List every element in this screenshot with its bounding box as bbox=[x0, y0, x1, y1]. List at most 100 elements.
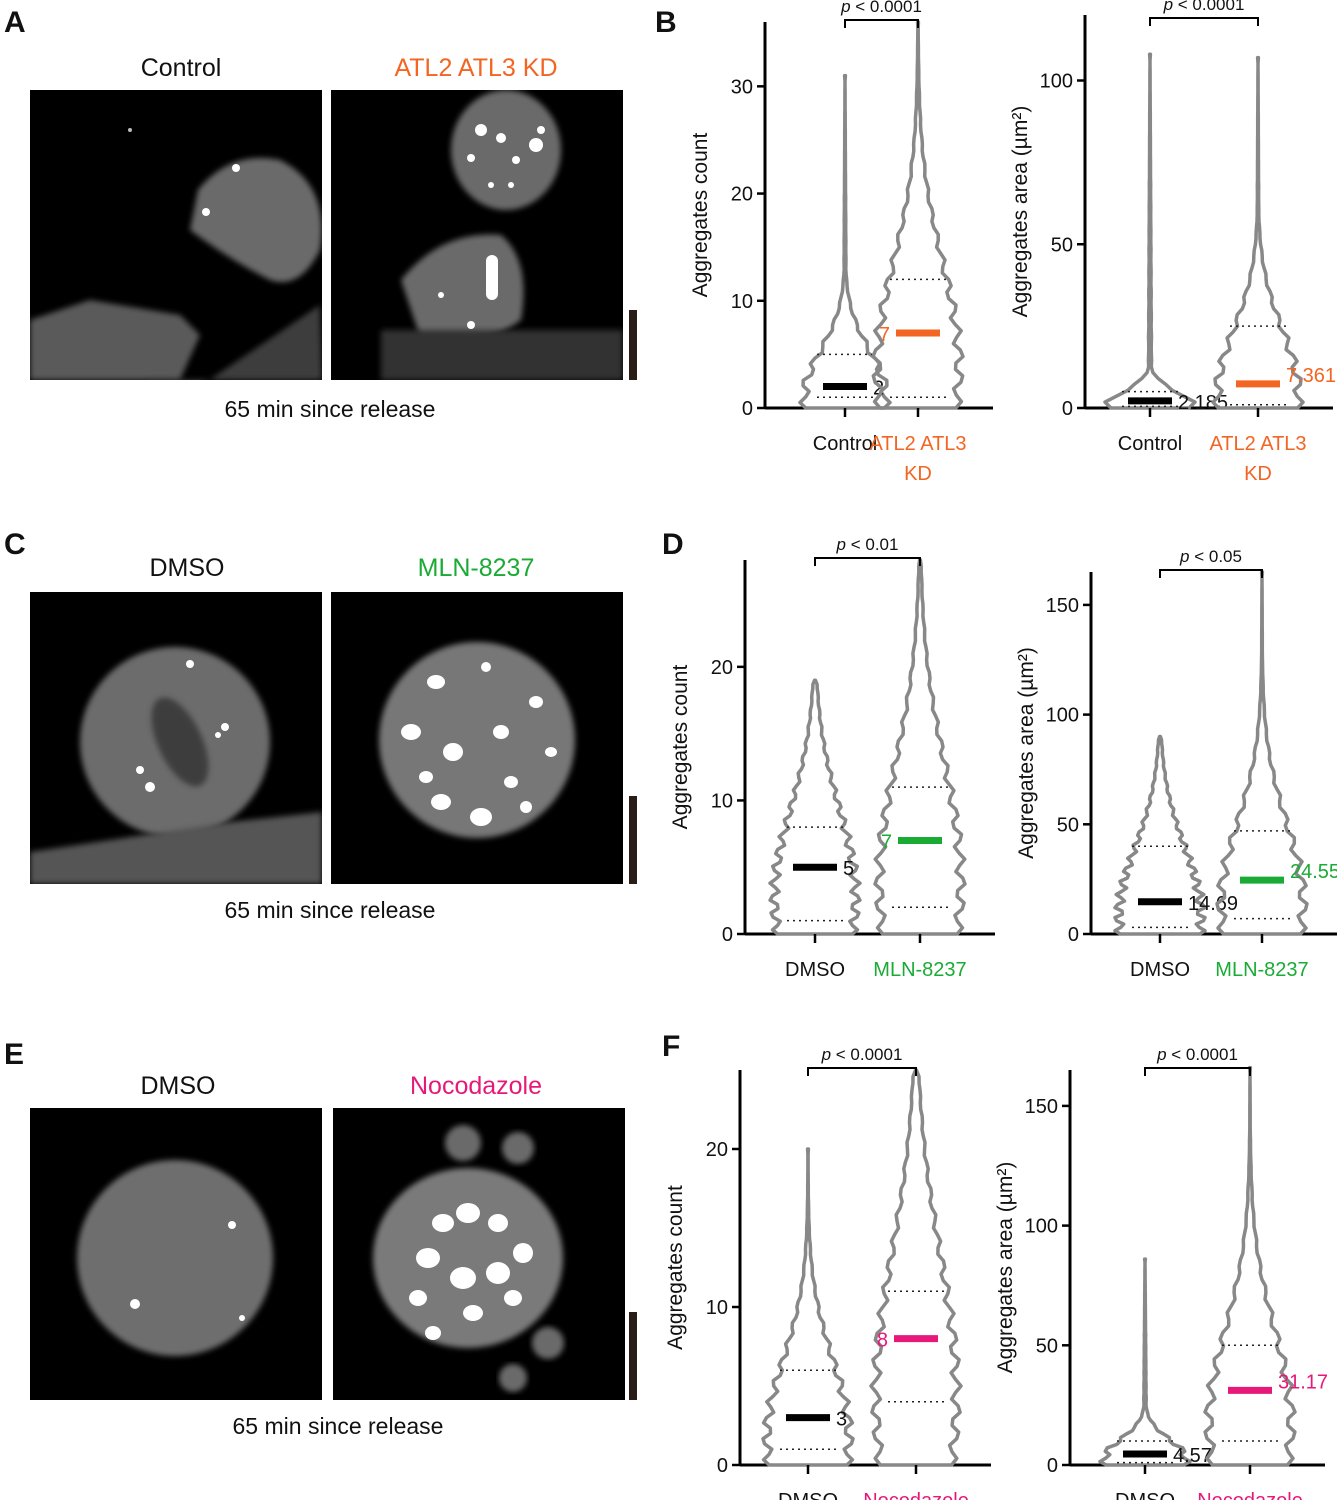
x-tick-label: Control bbox=[813, 433, 877, 455]
violin bbox=[1203, 1065, 1297, 1467]
y-axis-label: Aggregates count bbox=[669, 665, 692, 830]
median-label: 24.55 bbox=[1290, 861, 1337, 883]
x-tick-label: Nocodazole bbox=[863, 1490, 969, 1500]
y-tick-label: 20 bbox=[706, 1139, 728, 1161]
condition-label-mln: MLN-8237 bbox=[417, 554, 535, 582]
micrograph-dmso-c bbox=[30, 592, 322, 884]
condition-label-dmso-c: DMSO bbox=[149, 554, 225, 582]
significance-bracket bbox=[844, 19, 919, 28]
significance-label: p < 0.0001 bbox=[840, 0, 922, 16]
y-axis-label: Aggregates area (µm²) bbox=[1015, 647, 1038, 859]
y-tick-label: 50 bbox=[1051, 234, 1073, 256]
micrograph-nocodazole bbox=[333, 1108, 625, 1400]
caption-e: 65 min since release bbox=[232, 1413, 444, 1439]
y-tick-label: 30 bbox=[731, 76, 753, 98]
condition-label-atl-kd: ATL2 ATL3 KD bbox=[394, 54, 558, 82]
significance-bracket bbox=[1159, 569, 1263, 578]
violin bbox=[1103, 52, 1197, 410]
panel-letter-f: F bbox=[662, 1030, 681, 1063]
violin bbox=[873, 558, 967, 936]
y-tick-label: 10 bbox=[706, 1297, 728, 1319]
median-label: 7 bbox=[881, 832, 892, 854]
x-tick-label: MLN-8237 bbox=[873, 959, 966, 981]
median-label: 7 bbox=[879, 324, 890, 346]
caption-c: 65 min since release bbox=[224, 897, 436, 923]
violin bbox=[761, 1147, 855, 1467]
scale-bar-e bbox=[629, 1312, 637, 1400]
x-tick-label: Nocodazole bbox=[1197, 1490, 1303, 1500]
panel-letter-c: C bbox=[4, 528, 26, 561]
scale-bar-c bbox=[629, 796, 637, 884]
median-label: 7.361 bbox=[1286, 365, 1336, 387]
micrograph-mln bbox=[331, 592, 623, 884]
significance-label: p < 0.0001 bbox=[1156, 1045, 1238, 1064]
y-tick-label: 0 bbox=[1068, 924, 1079, 946]
violin bbox=[798, 73, 892, 410]
y-axis-label: Aggregates count bbox=[664, 1185, 687, 1350]
median-label: 5 bbox=[843, 858, 854, 880]
x-tick-label: DMSO bbox=[1130, 959, 1190, 981]
violin bbox=[1098, 1257, 1192, 1467]
caption-a: 65 min since release bbox=[224, 396, 436, 422]
significance-label: p < 0.05 bbox=[1179, 547, 1242, 566]
x-tick-label: DMSO bbox=[778, 1490, 838, 1500]
significance-bracket bbox=[807, 1067, 917, 1076]
micrograph-control bbox=[30, 90, 322, 380]
x-tick-label: ATL2 ATL3 bbox=[869, 433, 966, 455]
condition-label-dmso-e: DMSO bbox=[140, 1072, 216, 1100]
x-tick-label: Control bbox=[1118, 433, 1182, 455]
violin bbox=[1113, 734, 1207, 936]
condition-label-nocodazole: Nocodazole bbox=[409, 1072, 543, 1100]
x-tick-label: DMSO bbox=[785, 959, 845, 981]
y-tick-label: 20 bbox=[731, 184, 753, 206]
y-tick-label: 100 bbox=[1040, 71, 1073, 93]
significance-bracket bbox=[814, 557, 921, 566]
median-label: 14.69 bbox=[1188, 893, 1238, 915]
micrograph-dmso-e bbox=[30, 1108, 322, 1400]
significance-label: p < 0.01 bbox=[836, 535, 899, 554]
y-axis-label: Aggregates count bbox=[689, 133, 712, 298]
violin bbox=[1211, 55, 1305, 410]
median-label: 8 bbox=[877, 1330, 888, 1352]
significance-label: p < 0.0001 bbox=[1163, 0, 1245, 14]
median-label: 4.57 bbox=[1173, 1445, 1212, 1467]
significance-bracket bbox=[1149, 17, 1259, 26]
median-label: 31.17 bbox=[1278, 1371, 1328, 1393]
x-tick-label: ATL2 ATL3 bbox=[1209, 433, 1306, 455]
median-label: 3 bbox=[836, 1409, 847, 1431]
y-tick-label: 150 bbox=[1025, 1096, 1058, 1118]
y-tick-label: 10 bbox=[711, 790, 733, 812]
x-tick-label: KD bbox=[904, 463, 932, 485]
panel-letter-a: A bbox=[4, 6, 26, 39]
y-tick-label: 100 bbox=[1046, 705, 1079, 727]
violin bbox=[869, 1068, 963, 1467]
y-tick-label: 0 bbox=[742, 398, 753, 420]
micrograph-atl-kd bbox=[331, 90, 623, 380]
x-tick-label: DMSO bbox=[1115, 1490, 1175, 1500]
violin bbox=[768, 678, 862, 936]
condition-label-control: Control bbox=[140, 54, 222, 82]
y-tick-label: 10 bbox=[731, 291, 753, 313]
y-tick-label: 0 bbox=[1062, 398, 1073, 420]
y-tick-label: 0 bbox=[717, 1455, 728, 1477]
median-label: 2 bbox=[873, 378, 884, 400]
y-axis-label: Aggregates area (µm²) bbox=[994, 1162, 1017, 1374]
x-tick-label: MLN-8237 bbox=[1215, 959, 1308, 981]
significance-label: p < 0.0001 bbox=[821, 1045, 903, 1064]
scale-bar-a bbox=[629, 310, 637, 380]
y-tick-label: 0 bbox=[1047, 1455, 1058, 1477]
y-tick-label: 50 bbox=[1036, 1335, 1058, 1357]
y-tick-label: 100 bbox=[1025, 1216, 1058, 1238]
violin bbox=[871, 20, 965, 410]
significance-bracket bbox=[1144, 1067, 1251, 1076]
y-tick-label: 150 bbox=[1046, 595, 1079, 617]
y-tick-label: 0 bbox=[722, 924, 733, 946]
panel-letter-d: D bbox=[662, 528, 684, 561]
y-tick-label: 20 bbox=[711, 657, 733, 679]
x-tick-label: KD bbox=[1244, 463, 1272, 485]
panel-letter-b: B bbox=[655, 6, 677, 39]
panel-letter-e: E bbox=[4, 1038, 25, 1071]
y-axis-label: Aggregates area (µm²) bbox=[1009, 106, 1032, 318]
y-tick-label: 50 bbox=[1057, 814, 1079, 836]
